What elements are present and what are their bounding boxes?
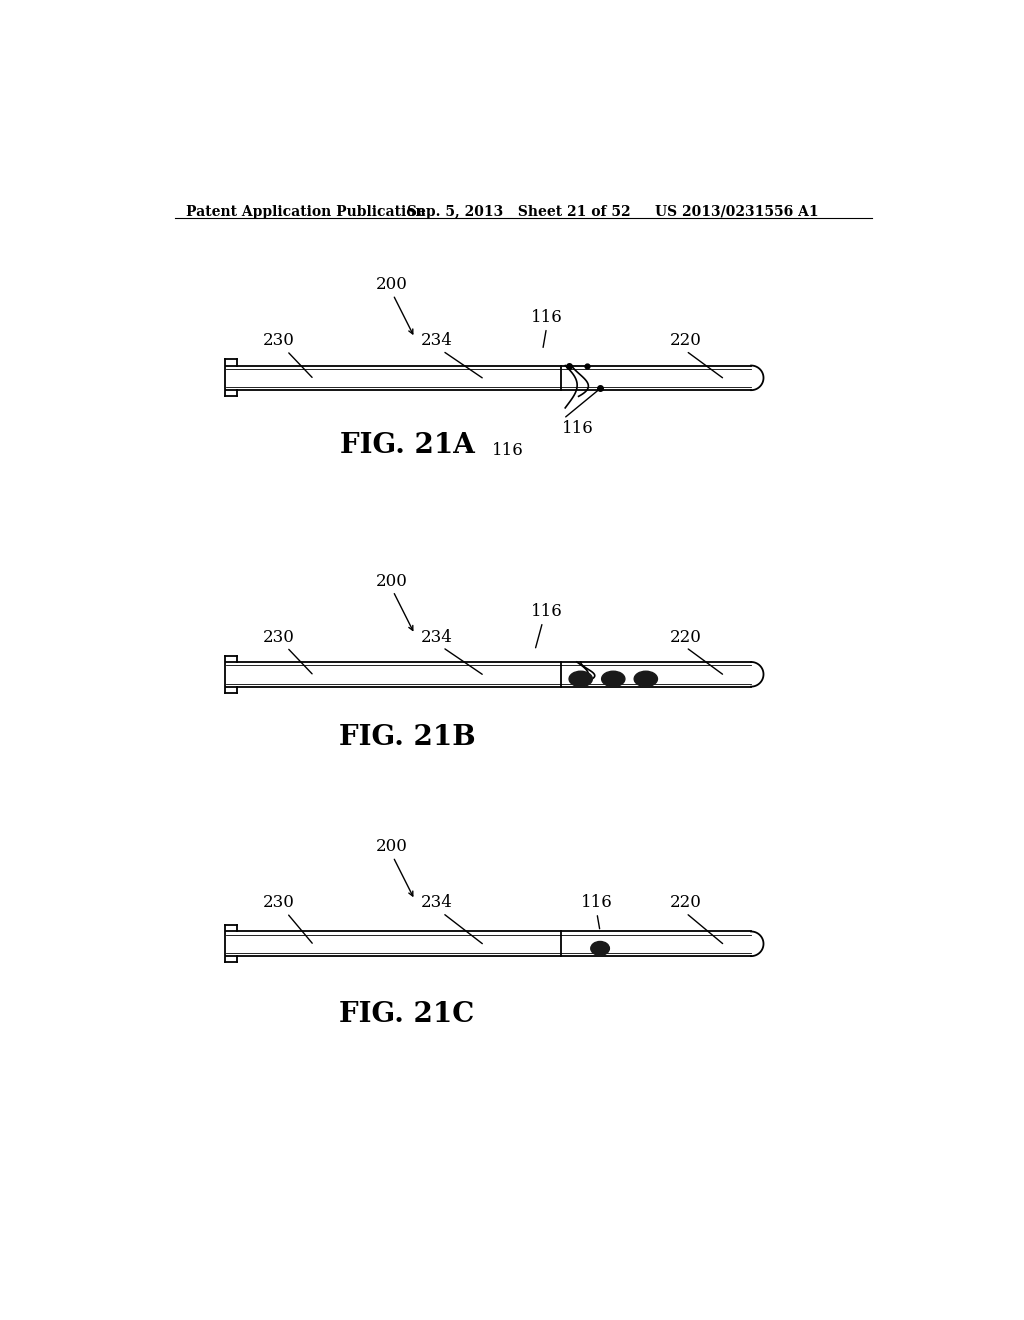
Text: FIG. 21B: FIG. 21B	[339, 725, 475, 751]
Text: 234: 234	[421, 628, 453, 645]
Text: FIG. 21A: FIG. 21A	[340, 432, 474, 459]
Text: 230: 230	[263, 895, 295, 911]
Text: 116: 116	[581, 895, 612, 911]
Text: 116: 116	[530, 603, 562, 620]
Text: US 2013/0231556 A1: US 2013/0231556 A1	[655, 205, 818, 219]
Text: 116: 116	[493, 442, 524, 459]
Text: 116: 116	[562, 420, 594, 437]
Ellipse shape	[602, 671, 625, 686]
Text: 200: 200	[376, 276, 408, 293]
Text: 220: 220	[670, 895, 701, 911]
Text: 230: 230	[263, 333, 295, 350]
Text: 200: 200	[376, 838, 408, 855]
Text: 234: 234	[421, 333, 453, 350]
Text: 230: 230	[263, 628, 295, 645]
Text: 220: 220	[670, 628, 701, 645]
Ellipse shape	[569, 671, 592, 686]
Text: Sep. 5, 2013   Sheet 21 of 52: Sep. 5, 2013 Sheet 21 of 52	[407, 205, 631, 219]
Ellipse shape	[591, 941, 609, 956]
Text: 116: 116	[530, 309, 562, 326]
Text: FIG. 21C: FIG. 21C	[339, 1002, 475, 1028]
Text: Patent Application Publication: Patent Application Publication	[186, 205, 426, 219]
Text: 234: 234	[421, 895, 453, 911]
Ellipse shape	[634, 671, 657, 686]
Text: 220: 220	[670, 333, 701, 350]
Text: 200: 200	[376, 573, 408, 590]
